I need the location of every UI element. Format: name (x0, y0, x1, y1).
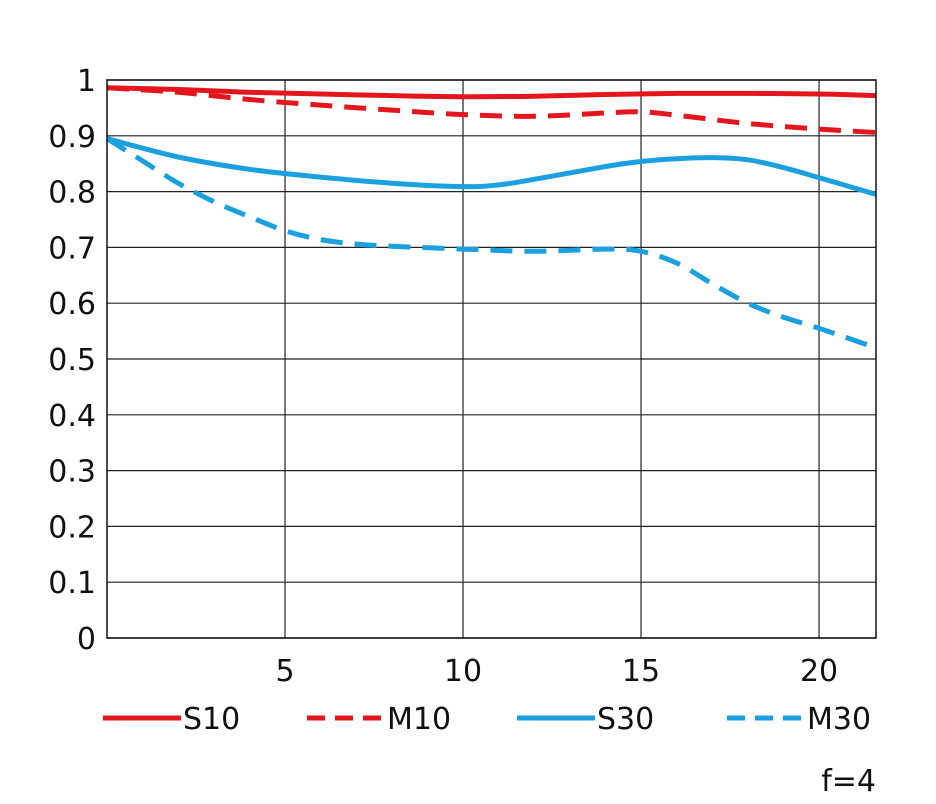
plot-frame (106, 79, 877, 639)
y-tick-label: 0.6 (48, 287, 96, 322)
legend-label-s30: S30 (597, 702, 654, 737)
legend-label-m10: M10 (387, 702, 451, 737)
y-axis-ticks: 0 0.1 0.2 0.3 0.4 0.5 0.6 0.7 0.8 0.9 1 (48, 64, 96, 657)
legend-label-m30: M30 (807, 702, 871, 737)
legend-label-s10: S10 (183, 702, 240, 737)
y-tick-label: 0.8 (48, 176, 96, 211)
y-tick-label: 0.3 (48, 455, 96, 490)
series-line-m10 (106, 85, 877, 135)
y-tick-label: 0.4 (48, 399, 96, 434)
x-tick-label: 10 (444, 654, 482, 689)
y-tick-label: 0.7 (48, 231, 96, 266)
series-line-s10 (106, 85, 877, 100)
series-lines (105, 85, 877, 351)
y-tick-label: 0.9 (48, 120, 96, 155)
x-axis-ticks: 5 10 15 20 (275, 654, 838, 689)
y-tick-label: 0.2 (48, 510, 96, 545)
series-line-m30 (105, 136, 877, 351)
legend: S10 M10 S30 M30 (103, 702, 871, 737)
x-tick-label: 15 (622, 654, 660, 689)
x-tick-label: 5 (275, 654, 294, 689)
y-tick-label: 0.1 (48, 566, 96, 601)
y-tick-label: 0.5 (48, 343, 96, 378)
y-tick-label: 1 (77, 64, 96, 99)
x-tick-label: 20 (800, 654, 838, 689)
series-line-s30 (106, 136, 877, 197)
aperture-note: f=4 (821, 764, 876, 799)
y-tick-label: 0 (77, 622, 96, 657)
